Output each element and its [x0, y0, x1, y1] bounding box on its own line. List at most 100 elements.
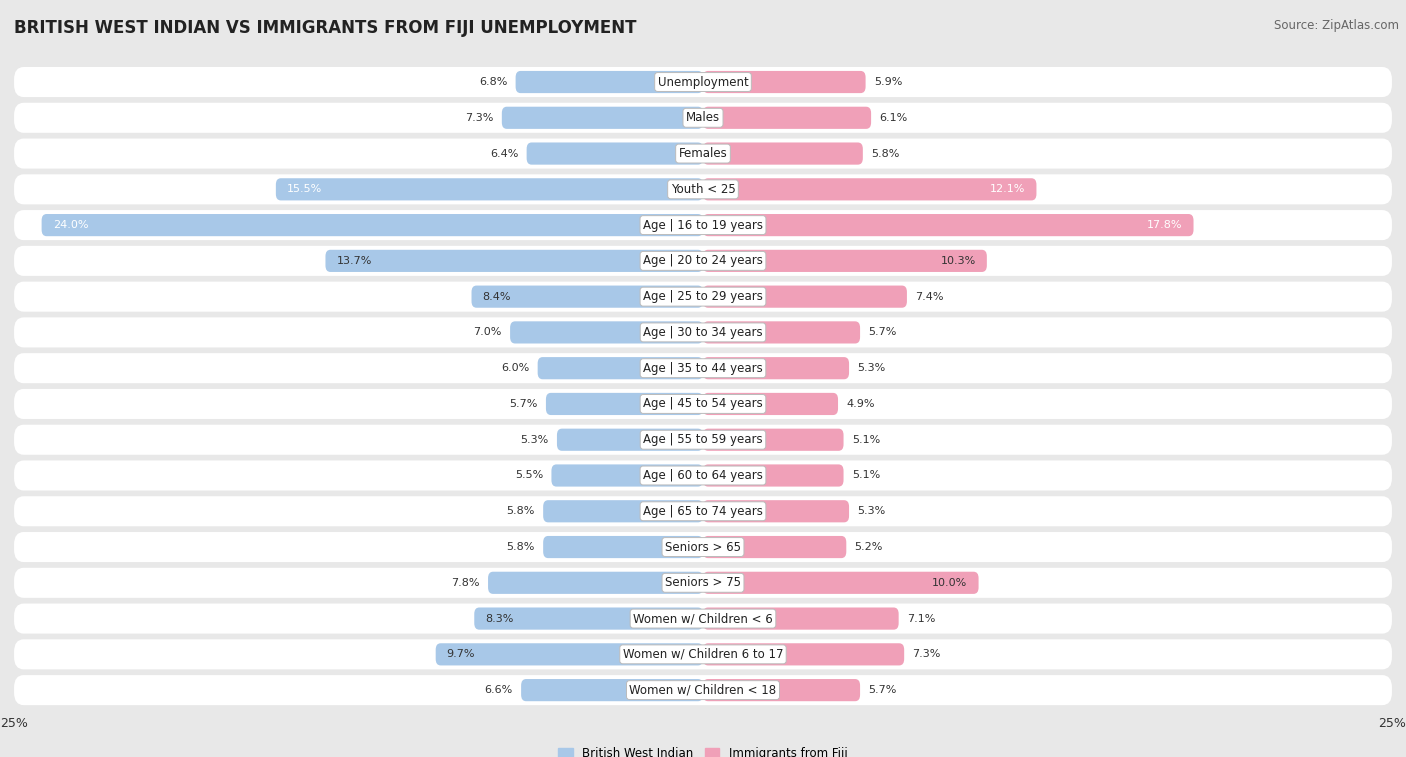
Text: Age | 20 to 24 years: Age | 20 to 24 years: [643, 254, 763, 267]
Text: 6.1%: 6.1%: [879, 113, 908, 123]
FancyBboxPatch shape: [703, 393, 838, 415]
FancyBboxPatch shape: [703, 643, 904, 665]
Text: 17.8%: 17.8%: [1147, 220, 1182, 230]
FancyBboxPatch shape: [474, 607, 703, 630]
FancyBboxPatch shape: [510, 321, 703, 344]
FancyBboxPatch shape: [516, 71, 703, 93]
Text: Youth < 25: Youth < 25: [671, 183, 735, 196]
Text: 10.3%: 10.3%: [941, 256, 976, 266]
Text: 7.1%: 7.1%: [907, 614, 935, 624]
Text: 5.9%: 5.9%: [875, 77, 903, 87]
Text: Age | 45 to 54 years: Age | 45 to 54 years: [643, 397, 763, 410]
Text: Age | 30 to 34 years: Age | 30 to 34 years: [643, 326, 763, 339]
Text: Age | 55 to 59 years: Age | 55 to 59 years: [643, 433, 763, 446]
Text: Age | 35 to 44 years: Age | 35 to 44 years: [643, 362, 763, 375]
Text: Age | 16 to 19 years: Age | 16 to 19 years: [643, 219, 763, 232]
FancyBboxPatch shape: [14, 282, 1392, 312]
FancyBboxPatch shape: [703, 214, 1194, 236]
FancyBboxPatch shape: [436, 643, 703, 665]
FancyBboxPatch shape: [703, 107, 872, 129]
FancyBboxPatch shape: [14, 532, 1392, 562]
FancyBboxPatch shape: [14, 675, 1392, 705]
Text: 5.3%: 5.3%: [858, 363, 886, 373]
Text: 8.4%: 8.4%: [482, 291, 510, 301]
FancyBboxPatch shape: [557, 428, 703, 451]
FancyBboxPatch shape: [471, 285, 703, 308]
Text: BRITISH WEST INDIAN VS IMMIGRANTS FROM FIJI UNEMPLOYMENT: BRITISH WEST INDIAN VS IMMIGRANTS FROM F…: [14, 19, 637, 37]
FancyBboxPatch shape: [276, 178, 703, 201]
Text: 5.1%: 5.1%: [852, 471, 880, 481]
FancyBboxPatch shape: [703, 536, 846, 558]
FancyBboxPatch shape: [703, 250, 987, 272]
Text: Males: Males: [686, 111, 720, 124]
Text: Women w/ Children < 6: Women w/ Children < 6: [633, 612, 773, 625]
FancyBboxPatch shape: [703, 500, 849, 522]
Text: 5.3%: 5.3%: [858, 506, 886, 516]
FancyBboxPatch shape: [14, 603, 1392, 634]
FancyBboxPatch shape: [703, 285, 907, 308]
FancyBboxPatch shape: [522, 679, 703, 701]
Text: 5.1%: 5.1%: [852, 435, 880, 444]
FancyBboxPatch shape: [551, 464, 703, 487]
Text: 5.7%: 5.7%: [869, 685, 897, 695]
FancyBboxPatch shape: [537, 357, 703, 379]
FancyBboxPatch shape: [488, 572, 703, 594]
FancyBboxPatch shape: [42, 214, 703, 236]
Text: 5.8%: 5.8%: [506, 506, 534, 516]
Text: 5.2%: 5.2%: [855, 542, 883, 552]
Text: Age | 65 to 74 years: Age | 65 to 74 years: [643, 505, 763, 518]
FancyBboxPatch shape: [14, 389, 1392, 419]
FancyBboxPatch shape: [703, 428, 844, 451]
FancyBboxPatch shape: [325, 250, 703, 272]
Text: Seniors > 75: Seniors > 75: [665, 576, 741, 589]
Text: 15.5%: 15.5%: [287, 185, 322, 195]
FancyBboxPatch shape: [703, 71, 866, 93]
FancyBboxPatch shape: [703, 178, 1036, 201]
FancyBboxPatch shape: [14, 67, 1392, 97]
Text: 6.4%: 6.4%: [489, 148, 519, 158]
Text: 4.9%: 4.9%: [846, 399, 875, 409]
FancyBboxPatch shape: [14, 139, 1392, 169]
FancyBboxPatch shape: [703, 679, 860, 701]
FancyBboxPatch shape: [14, 317, 1392, 347]
Text: 7.4%: 7.4%: [915, 291, 943, 301]
Legend: British West Indian, Immigrants from Fiji: British West Indian, Immigrants from Fij…: [554, 742, 852, 757]
FancyBboxPatch shape: [543, 536, 703, 558]
Text: 5.7%: 5.7%: [869, 328, 897, 338]
Text: 5.8%: 5.8%: [506, 542, 534, 552]
FancyBboxPatch shape: [14, 174, 1392, 204]
Text: Age | 60 to 64 years: Age | 60 to 64 years: [643, 469, 763, 482]
FancyBboxPatch shape: [14, 246, 1392, 276]
FancyBboxPatch shape: [14, 568, 1392, 598]
Text: 6.0%: 6.0%: [501, 363, 530, 373]
Text: Women w/ Children < 18: Women w/ Children < 18: [630, 684, 776, 696]
Text: 10.0%: 10.0%: [932, 578, 967, 587]
Text: Women w/ Children 6 to 17: Women w/ Children 6 to 17: [623, 648, 783, 661]
Text: 9.7%: 9.7%: [447, 650, 475, 659]
Text: Seniors > 65: Seniors > 65: [665, 540, 741, 553]
Text: 5.5%: 5.5%: [515, 471, 543, 481]
Text: 6.8%: 6.8%: [479, 77, 508, 87]
FancyBboxPatch shape: [546, 393, 703, 415]
Text: Females: Females: [679, 147, 727, 160]
Text: 7.3%: 7.3%: [912, 650, 941, 659]
FancyBboxPatch shape: [703, 572, 979, 594]
Text: Source: ZipAtlas.com: Source: ZipAtlas.com: [1274, 19, 1399, 32]
Text: 7.3%: 7.3%: [465, 113, 494, 123]
FancyBboxPatch shape: [703, 142, 863, 165]
FancyBboxPatch shape: [502, 107, 703, 129]
FancyBboxPatch shape: [14, 640, 1392, 669]
Text: Unemployment: Unemployment: [658, 76, 748, 89]
FancyBboxPatch shape: [14, 425, 1392, 455]
FancyBboxPatch shape: [703, 357, 849, 379]
FancyBboxPatch shape: [14, 497, 1392, 526]
FancyBboxPatch shape: [703, 321, 860, 344]
Text: Age | 25 to 29 years: Age | 25 to 29 years: [643, 290, 763, 303]
Text: 5.7%: 5.7%: [509, 399, 537, 409]
Text: 7.8%: 7.8%: [451, 578, 479, 587]
Text: 24.0%: 24.0%: [52, 220, 89, 230]
Text: 5.8%: 5.8%: [872, 148, 900, 158]
FancyBboxPatch shape: [543, 500, 703, 522]
FancyBboxPatch shape: [527, 142, 703, 165]
FancyBboxPatch shape: [14, 103, 1392, 132]
